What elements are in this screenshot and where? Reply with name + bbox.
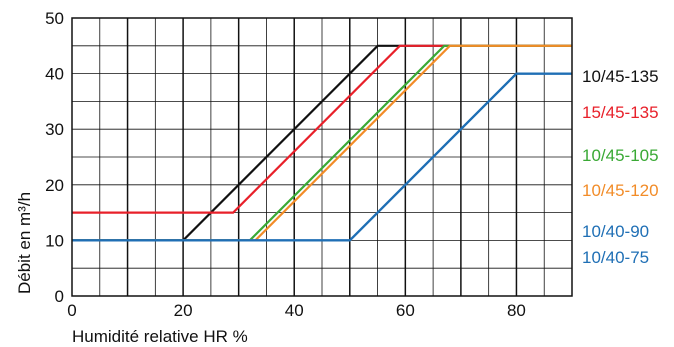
legend: 10/45-135 15/45-135 10/45-105 10/45-120 10/4… (582, 67, 659, 267)
y-tick-label: 40 (45, 65, 64, 84)
x-tick-label: 60 (396, 301, 415, 320)
x-tick-label: 0 (67, 301, 76, 320)
legend-entry-0: 10/45-135 (582, 67, 659, 86)
tick-labels: 0 20 40 60 80 0 10 20 30 40 50 (45, 9, 526, 320)
legend-entry-3: 10/45-120 (582, 181, 659, 200)
plot-frame (71, 17, 573, 297)
y-tick-label: 0 (55, 287, 64, 306)
legend-entry-1: 15/45-135 (582, 103, 659, 122)
x-tick-label: 80 (507, 301, 526, 320)
x-axis-label: Humidité relative HR % (72, 327, 248, 346)
y-tick-label: 50 (45, 9, 64, 28)
legend-entry-4: 10/40-90 (582, 222, 649, 241)
y-tick-label: 20 (45, 176, 64, 195)
y-tick-label: 30 (45, 120, 64, 139)
legend-entry-2: 10/45-105 (582, 146, 659, 165)
legend-entry-5: 10/40-75 (582, 248, 649, 267)
y-axis-label: Débit en m³/h (15, 192, 34, 294)
x-tick-label: 20 (174, 301, 193, 320)
series-line-5 (72, 72, 572, 242)
x-tick-label: 40 (285, 301, 304, 320)
y-tick-label: 10 (45, 231, 64, 250)
series-lines (72, 44, 572, 242)
grid (72, 18, 572, 296)
